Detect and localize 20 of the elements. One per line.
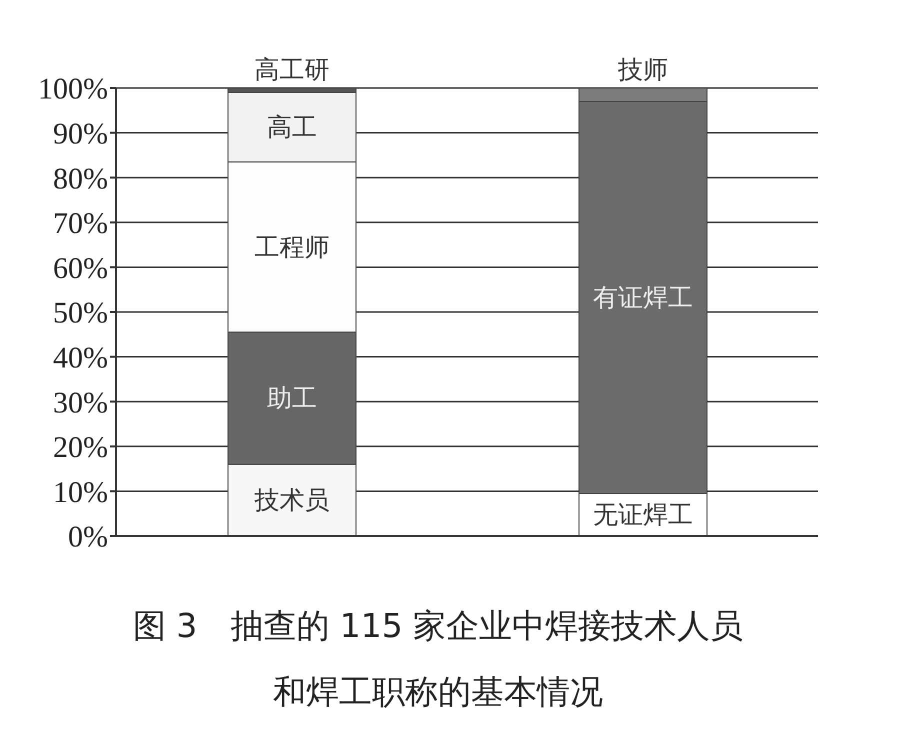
y-tick-label: 0%: [68, 520, 108, 554]
y-tick-label: 60%: [53, 252, 108, 285]
series-label: 高工: [267, 112, 317, 142]
text: 图 3 抽查的 115 家企业中焊接技术人员和焊工职称的基本情况: [132, 605, 744, 713]
series-label: 助工: [267, 384, 317, 413]
series-label: 技术员: [254, 486, 330, 515]
y-tick-label: 10%: [53, 476, 108, 509]
y-tick-label: 50%: [53, 296, 108, 330]
series-label: 高工研: [254, 55, 330, 84]
y-tick-label: 30%: [53, 386, 108, 420]
y-tick-label: 70%: [53, 207, 108, 240]
y-tick-label: 40%: [53, 341, 108, 374]
y-tick-label: 90%: [53, 117, 108, 150]
series-label: 无证焊工: [593, 500, 693, 530]
y-tick-label: 20%: [53, 431, 108, 464]
y-tick-label: 80%: [53, 162, 108, 196]
y-tick-label: 100%: [38, 72, 108, 106]
series-label: 技师: [617, 55, 668, 84]
series-label: 工程师: [254, 232, 330, 262]
series-label: 有证焊工: [593, 282, 693, 312]
